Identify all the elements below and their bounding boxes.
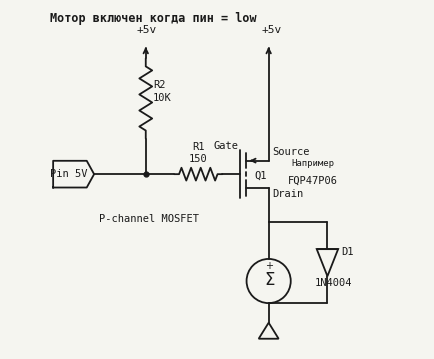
Text: D1: D1	[341, 247, 353, 257]
Text: Source: Source	[272, 147, 310, 157]
Text: +5v: +5v	[262, 25, 282, 36]
Text: 1N4004: 1N4004	[315, 278, 352, 288]
Text: Gate: Gate	[214, 141, 238, 151]
Text: +: +	[265, 261, 273, 271]
Text: R1
150: R1 150	[189, 142, 208, 164]
Text: Например: Например	[292, 159, 335, 168]
Text: Мотор включен когда пин = low: Мотор включен когда пин = low	[49, 12, 256, 25]
Text: Σ: Σ	[264, 271, 275, 289]
Text: Q1: Q1	[254, 171, 267, 181]
Text: +5v: +5v	[137, 25, 157, 36]
Text: R2
10K: R2 10K	[153, 80, 171, 103]
Text: P-channel MOSFET: P-channel MOSFET	[99, 214, 200, 224]
Text: Drain: Drain	[272, 190, 303, 200]
Text: FQP47P06: FQP47P06	[288, 176, 338, 186]
Text: Pin 5V: Pin 5V	[50, 169, 88, 179]
